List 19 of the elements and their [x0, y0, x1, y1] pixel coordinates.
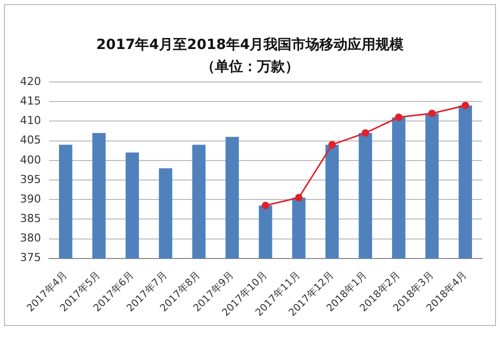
y-tick-label: 385: [20, 212, 41, 226]
y-tick-label: 405: [20, 134, 41, 147]
y-tick-label: 380: [20, 232, 41, 245]
chart-subtitle: （单位：万款）: [200, 58, 300, 76]
y-tick-label: 375: [20, 251, 41, 264]
point: [362, 129, 370, 137]
y-tick-label: 400: [20, 153, 41, 166]
point: [394, 114, 402, 122]
y-tick-label: 420: [20, 74, 41, 88]
y-tick-label: 415: [20, 94, 41, 108]
chart-title: 2017年4月至2018年4月我国市场移动应用规模: [95, 36, 405, 54]
point: [328, 140, 336, 148]
y-tick-label: 410: [20, 114, 41, 128]
y-tick-label: 395: [20, 172, 41, 186]
point: [462, 102, 470, 110]
point: [295, 194, 303, 202]
y-tick-label: 390: [20, 192, 41, 206]
point: [428, 110, 436, 118]
point: [262, 202, 270, 210]
